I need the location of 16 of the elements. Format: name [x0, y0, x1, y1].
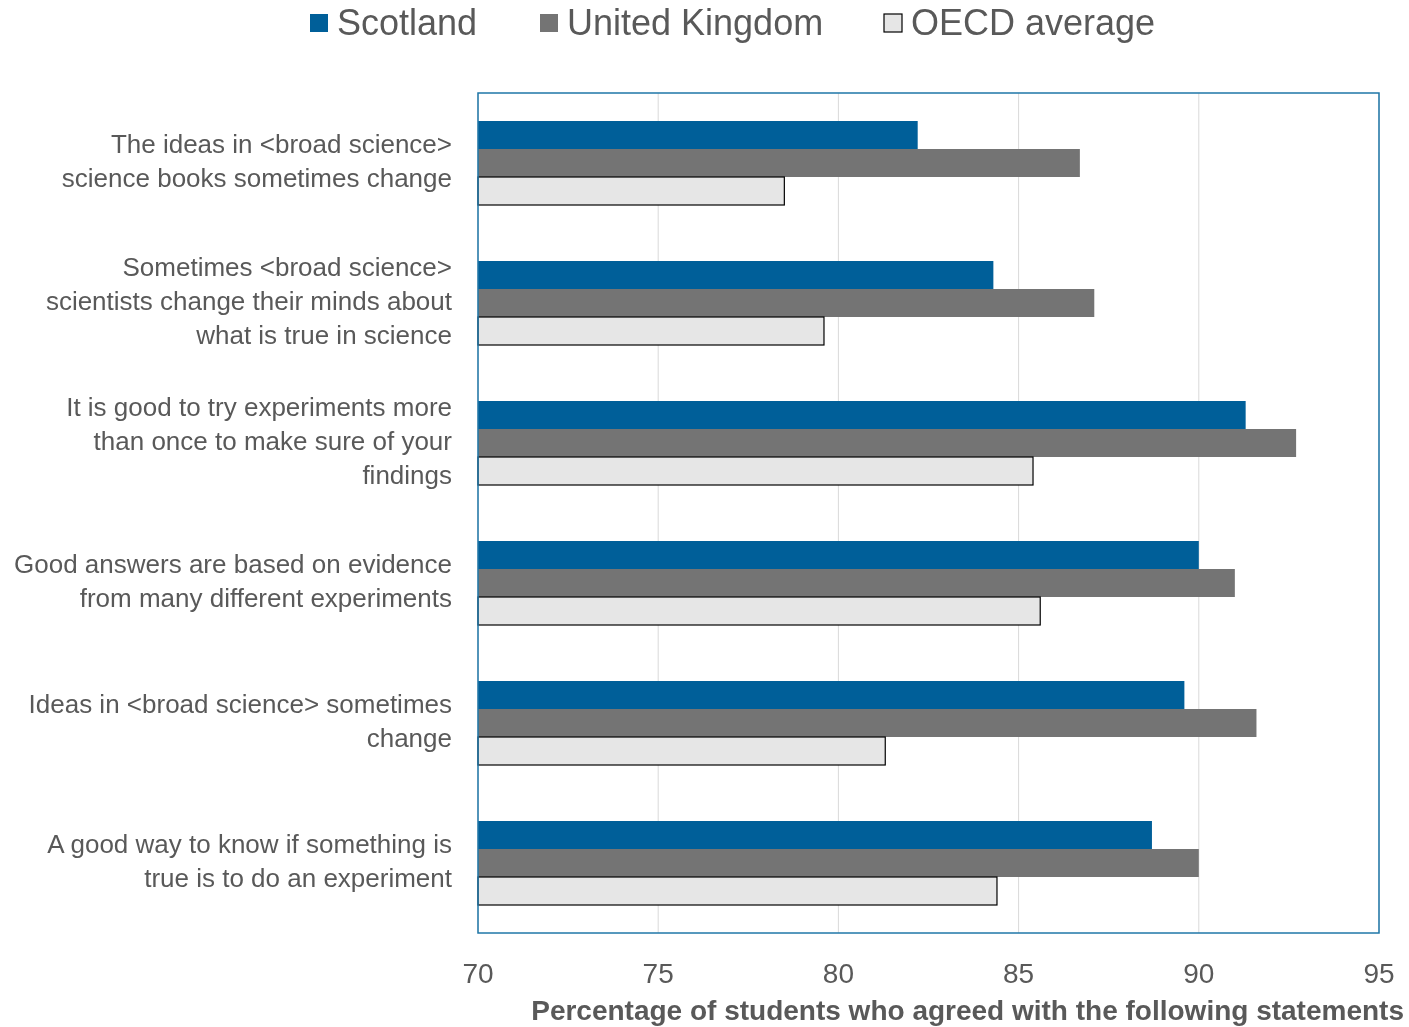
legend-label: Scotland — [337, 2, 478, 43]
x-tick-label: 90 — [1183, 958, 1215, 989]
x-tick-label: 75 — [642, 958, 674, 989]
y-tick-label: Sometimes <broad science> scientists change their minds about what is true in science — [45, 251, 453, 350]
x-tick-label: 85 — [1003, 958, 1035, 989]
y-tick-label: Ideas in <broad science> sometimes change — [28, 688, 452, 753]
y-tick-label: A good way to know if something is true is to do an experiment — [47, 828, 453, 893]
y-tick-label: The ideas in <broad science> science books sometimes change — [61, 128, 452, 193]
x-tick-label: 70 — [462, 958, 494, 989]
legend-label: United Kingdom — [567, 2, 824, 43]
y-tick-label: It is good to try experiments more than once to make sure of your findings — [66, 391, 453, 490]
x-tick-label: 80 — [822, 958, 854, 989]
y-tick-label: Good answers are based on evidence from many different experiments — [14, 548, 452, 613]
legend-label: OECD average — [911, 2, 1156, 43]
x-tick-label: 95 — [1363, 958, 1395, 989]
x-axis-title: Percentage of students who agreed with the following statements — [531, 995, 1404, 1026]
